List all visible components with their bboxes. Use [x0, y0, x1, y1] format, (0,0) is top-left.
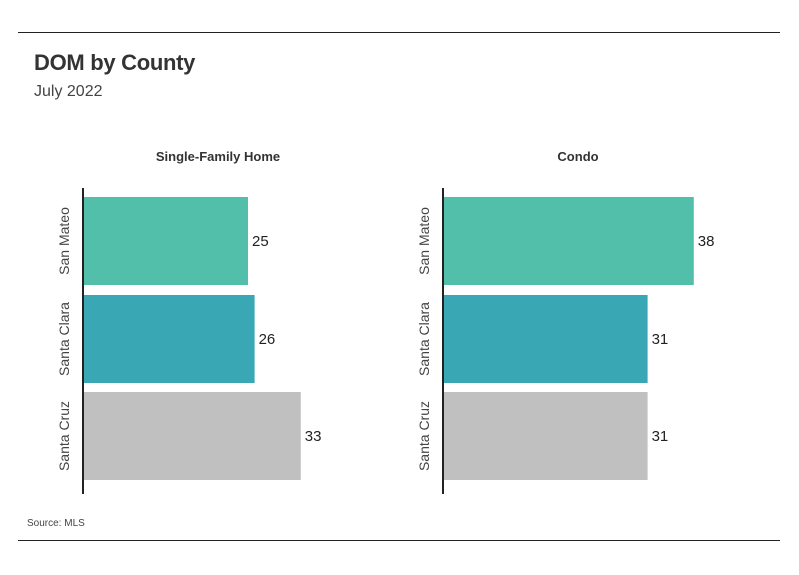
- chart-subtitle: July 2022: [34, 83, 103, 100]
- bar-condo-santa-cruz: [443, 392, 648, 480]
- category-label-single-family-home-san-mateo: San Mateo: [56, 207, 72, 275]
- bar-single-family-home-san-mateo: [83, 197, 248, 285]
- bottom-rule: [18, 540, 780, 541]
- chart-title: DOM by County: [34, 50, 196, 75]
- category-label-single-family-home-santa-cruz: Santa Cruz: [56, 401, 72, 471]
- bar-condo-san-mateo: [443, 197, 694, 285]
- top-rule: [18, 32, 780, 33]
- source-note: Source: MLS: [27, 518, 85, 529]
- value-label-condo-santa-cruz: 31: [652, 428, 669, 445]
- value-label-condo-san-mateo: 38: [698, 233, 715, 250]
- bar-single-family-home-santa-cruz: [83, 392, 301, 480]
- panel-title-single-family-home: Single-Family Home: [156, 149, 280, 164]
- value-label-single-family-home-san-mateo: 25: [252, 233, 269, 250]
- panel-title-condo: Condo: [557, 149, 598, 164]
- bar-condo-santa-clara: [443, 295, 648, 383]
- value-label-single-family-home-santa-cruz: 33: [305, 428, 322, 445]
- category-label-single-family-home-santa-clara: Santa Clara: [56, 302, 72, 376]
- category-label-condo-santa-clara: Santa Clara: [416, 302, 432, 376]
- category-label-condo-santa-cruz: Santa Cruz: [416, 401, 432, 471]
- value-label-condo-santa-clara: 31: [652, 331, 669, 348]
- bar-single-family-home-santa-clara: [83, 295, 255, 383]
- category-label-condo-san-mateo: San Mateo: [416, 207, 432, 275]
- value-label-single-family-home-santa-clara: 26: [259, 331, 276, 348]
